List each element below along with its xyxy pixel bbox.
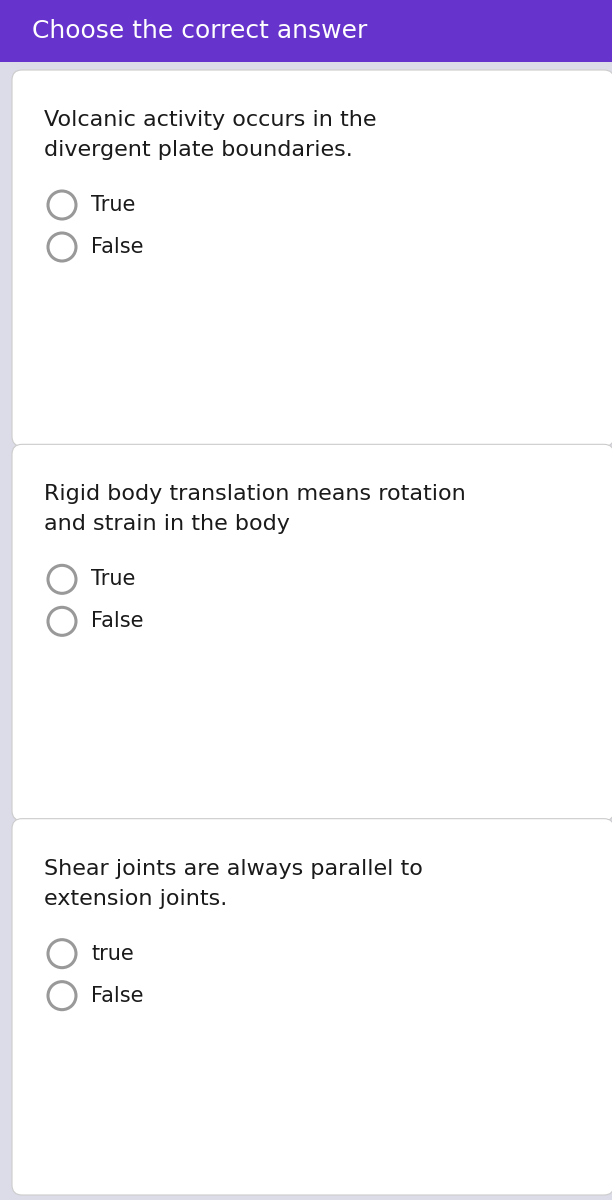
Text: False: False [91, 985, 143, 1006]
Text: Volcanic activity occurs in the: Volcanic activity occurs in the [44, 110, 376, 130]
Text: Rigid body translation means rotation: Rigid body translation means rotation [44, 485, 466, 504]
Text: False: False [91, 611, 143, 631]
FancyBboxPatch shape [0, 0, 612, 62]
Text: true: true [91, 943, 134, 964]
Text: divergent plate boundaries.: divergent plate boundaries. [44, 140, 353, 160]
FancyBboxPatch shape [12, 818, 612, 1195]
Text: and strain in the body: and strain in the body [44, 515, 290, 534]
FancyBboxPatch shape [12, 444, 612, 821]
Text: True: True [91, 569, 135, 589]
Text: extension joints.: extension joints. [44, 889, 227, 908]
Text: False: False [91, 236, 143, 257]
Text: Shear joints are always parallel to: Shear joints are always parallel to [44, 859, 423, 878]
FancyBboxPatch shape [12, 70, 612, 446]
Text: Choose the correct answer: Choose the correct answer [32, 19, 367, 43]
Text: True: True [91, 194, 135, 215]
